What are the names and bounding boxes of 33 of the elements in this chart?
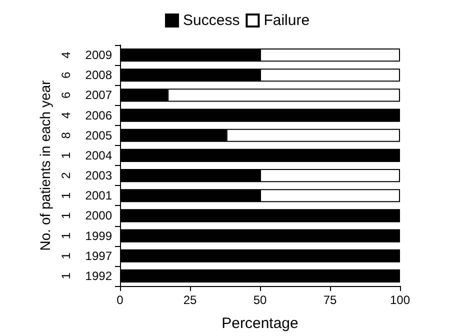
legend-label: Failure [264,12,310,29]
text: 1 [59,272,73,280]
text: 4 [59,112,73,119]
y-tick-label: 2006 [85,108,112,122]
text: 1 [59,212,73,220]
x-tick-label: 0 [116,293,124,307]
y-tick-label: 2009 [85,48,112,62]
y-axis-title: No. of patients in each year [37,80,53,251]
y-tick-label: 2001 [85,188,112,203]
text: 6 [59,71,73,78]
y-tick-label: 1992 [85,268,112,283]
y-tick-label: 2008 [85,68,112,82]
x-axis-title: Percentage [222,315,298,332]
text: 2 [59,172,73,179]
y-tick-label: 2003 [85,168,112,183]
text: 4 [59,51,73,58]
legend-label: Success [183,12,240,29]
y-tick-label: 1999 [85,228,112,243]
text: 1 [59,232,73,240]
y-tick-label: 2007 [85,88,112,102]
y-tick-label: 1997 [85,248,112,263]
y-tick-label: 2005 [85,128,112,142]
y-tick-label: 2004 [85,148,112,162]
x-tick-label: 25 [183,293,197,307]
text: 6 [59,92,73,99]
text: 1 [59,152,73,159]
x-tick-label: 100 [390,293,410,307]
text: 8 [59,132,73,139]
y-tick-label: 2000 [85,208,112,223]
x-tick-label: 50 [253,293,267,307]
text: 1 [59,192,73,199]
text: 1 [59,252,73,260]
x-tick-label: 75 [323,293,337,307]
